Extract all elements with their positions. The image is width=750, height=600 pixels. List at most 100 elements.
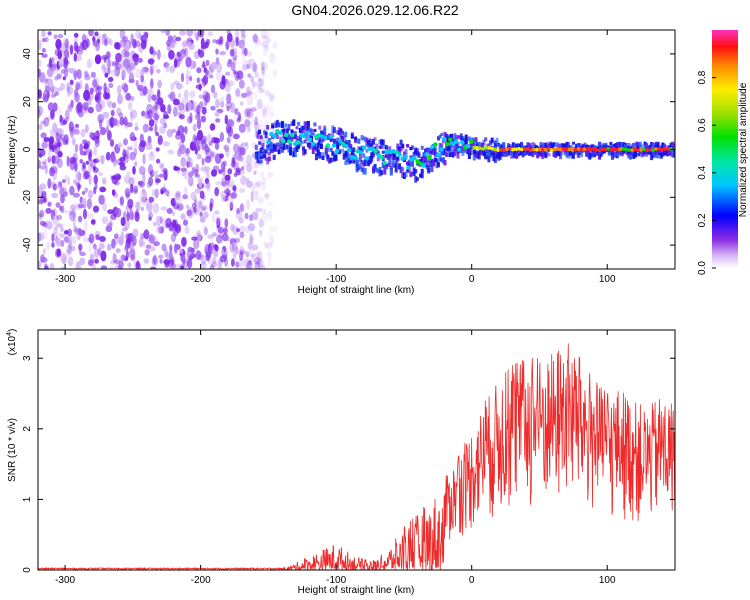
spectrogram-noise-blob bbox=[203, 211, 209, 219]
spectrogram-noise-blob bbox=[127, 198, 134, 209]
spectrogram-noise-blob bbox=[202, 60, 206, 69]
spectrogram-noise-blob bbox=[46, 67, 54, 78]
spectrogram-signal-cell bbox=[476, 142, 479, 149]
spectrogram-signal-cell bbox=[502, 151, 506, 157]
spectrogram-noise-blob bbox=[91, 262, 96, 269]
spectrogram-signal-cell bbox=[345, 151, 349, 157]
spectrogram-peak-point bbox=[558, 147, 563, 152]
spectrogram-noise-blob bbox=[135, 201, 141, 211]
spectrogram-signal-cell bbox=[469, 142, 473, 149]
spectrogram-signal-cell bbox=[419, 173, 423, 178]
spectrogram-signal-cell bbox=[422, 152, 426, 159]
spectrogram-noise-blob bbox=[199, 211, 203, 217]
spectrogram-signal-cell bbox=[266, 125, 270, 130]
spectrogram-noise-blob bbox=[267, 256, 272, 267]
spectrogram-noise-blob bbox=[235, 88, 241, 98]
spectrogram-noise-blob bbox=[166, 129, 173, 138]
spectrogram-signal-cell bbox=[380, 170, 384, 176]
spectrogram-signal-cell bbox=[360, 135, 364, 141]
spectrogram-noise-blob bbox=[132, 235, 137, 247]
spectrogram-noise-blob bbox=[201, 158, 205, 166]
spectrogram-signal-cell bbox=[383, 170, 387, 175]
spectrogram-signal-cell bbox=[415, 148, 419, 154]
spectrogram-signal-cell bbox=[669, 150, 673, 154]
spectrogram-noise-blob bbox=[257, 87, 264, 94]
spectrogram-peak-point bbox=[535, 147, 539, 152]
spectrogram-signal-cell bbox=[443, 131, 447, 139]
spectrogram-noise-blob bbox=[241, 166, 245, 171]
spectrogram-signal-cell bbox=[385, 154, 388, 158]
spectrogram-signal-cell bbox=[326, 134, 330, 140]
spectrogram-noise-blob bbox=[95, 54, 102, 64]
svg-text:(x104): (x104) bbox=[6, 329, 18, 356]
spectrogram-signal-cell bbox=[498, 152, 502, 160]
spectrogram-signal-cell bbox=[344, 150, 348, 158]
spectrogram-noise-blob bbox=[109, 38, 113, 46]
spectrogram-noise-blob bbox=[204, 178, 209, 184]
spectrogram-signal-cell bbox=[276, 135, 279, 139]
spectrogram-noise-blob bbox=[102, 111, 110, 119]
spectrogram-noise-blob bbox=[246, 94, 254, 106]
spectrogram-noise-blob bbox=[246, 58, 253, 69]
spectrogram-signal-cell bbox=[256, 131, 260, 139]
spectrogram-signal-cell bbox=[419, 159, 423, 163]
spectrogram-noise-blob bbox=[155, 132, 159, 137]
spectrogram-signal-cell bbox=[378, 145, 382, 149]
spectrogram-noise-blob bbox=[182, 257, 186, 265]
spectrogram-peak-point bbox=[337, 138, 343, 144]
spectrogram-noise-blob bbox=[180, 72, 185, 83]
spectrogram-noise-blob bbox=[51, 242, 55, 248]
spectrogram-signal-cell bbox=[654, 141, 658, 147]
spectrogram-noise-blob bbox=[220, 248, 224, 255]
spectrogram-noise-blob bbox=[133, 185, 139, 193]
spectrogram-signal-cell bbox=[258, 151, 262, 157]
spectrogram-signal-cell bbox=[319, 130, 323, 137]
spectrogram-noise-blob bbox=[240, 40, 246, 49]
spectrogram-signal-cell bbox=[357, 166, 361, 171]
spectrogram-noise-blob bbox=[199, 216, 206, 223]
spectrogram-noise-blob bbox=[226, 93, 232, 104]
spectrogram-noise-blob bbox=[171, 232, 176, 243]
spectrogram-signal-cell bbox=[414, 175, 418, 183]
spectrogram-noise-blob bbox=[248, 223, 256, 232]
spectrogram-noise-blob bbox=[210, 246, 215, 254]
spectrogram-signal-cell bbox=[666, 150, 670, 156]
spectrogram-peak-point bbox=[412, 155, 417, 161]
spectrogram-peak-point bbox=[645, 148, 649, 153]
spectrogram-signal-cell bbox=[370, 142, 374, 147]
spectrogram-signal-cell bbox=[318, 151, 322, 159]
spectrogram-signal-cell bbox=[381, 150, 385, 154]
spectrogram-signal-cell bbox=[583, 142, 587, 150]
spectrogram-signal-cell bbox=[461, 144, 465, 151]
spectrogram-noise-blob bbox=[126, 211, 130, 222]
spectrogram-signal-cell bbox=[323, 125, 327, 131]
spectrogram-noise-blob bbox=[129, 95, 135, 102]
spectrogram-noise-blob bbox=[255, 207, 263, 213]
spectrogram-noise-blob bbox=[226, 134, 232, 145]
spectrogram-noise-blob bbox=[79, 143, 84, 154]
spectrogram-signal-cell bbox=[266, 144, 270, 151]
spectrogram-noise-blob bbox=[122, 148, 127, 159]
spectrogram-peak-point bbox=[540, 147, 545, 151]
spectrogram-noise-blob bbox=[249, 214, 253, 222]
spectrogram-noise-blob bbox=[50, 63, 57, 72]
spectrogram-signal-cell bbox=[430, 159, 434, 164]
spectrogram-noise-blob bbox=[143, 229, 150, 240]
spectrogram-signal-cell bbox=[498, 150, 502, 155]
spectrogram-signal-cell bbox=[362, 136, 366, 141]
spectrogram-noise-blob bbox=[237, 146, 243, 158]
spectrogram-noise-blob bbox=[214, 187, 220, 197]
spectrogram-peak-point bbox=[543, 147, 548, 152]
spectrogram-signal-cell bbox=[404, 173, 408, 178]
spectrogram-noise-blob bbox=[53, 226, 58, 236]
spectrogram-noise-blob bbox=[110, 213, 117, 221]
colorbar-tick-label: 0.4 bbox=[697, 165, 708, 179]
spectrogram-noise-blob bbox=[38, 124, 43, 131]
spectrogram-signal-cell bbox=[471, 142, 475, 149]
spectrogram-noise-blob bbox=[125, 242, 130, 250]
spectrogram-noise-blob bbox=[54, 225, 59, 231]
spectrogram-noise-blob bbox=[260, 30, 268, 38]
spectrogram-noise-blob bbox=[147, 213, 151, 220]
spectrogram-noise-blob bbox=[103, 56, 107, 64]
spectrogram-noise-blob bbox=[147, 88, 154, 96]
